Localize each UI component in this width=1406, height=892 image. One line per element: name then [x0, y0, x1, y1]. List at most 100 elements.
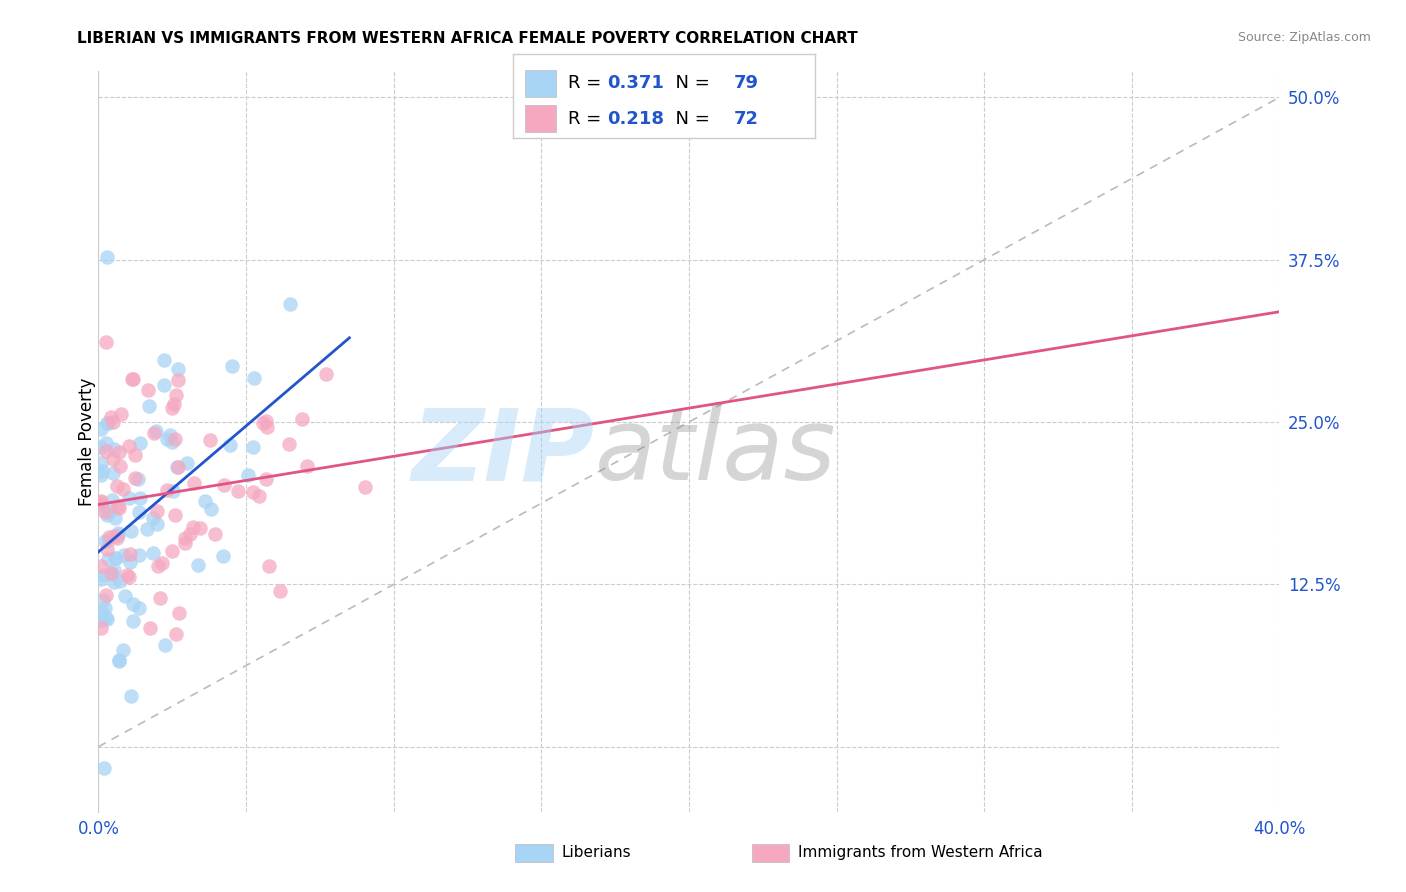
Point — [135, 523, 157, 537]
Point — [236, 467, 259, 482]
Point — [269, 583, 291, 598]
Point — [118, 439, 141, 453]
Point — [163, 396, 186, 410]
Point — [194, 494, 217, 508]
Point — [162, 401, 184, 415]
Point — [204, 527, 226, 541]
Point — [129, 436, 152, 450]
Point — [146, 504, 169, 518]
Point — [165, 627, 187, 641]
Point — [254, 472, 277, 486]
Text: 72: 72 — [734, 110, 759, 128]
Point — [159, 427, 181, 442]
Point — [124, 471, 146, 485]
Point — [96, 250, 118, 264]
Point — [90, 558, 112, 573]
Point — [103, 529, 125, 543]
Text: R =: R = — [568, 74, 606, 92]
Point — [295, 459, 318, 474]
Point — [354, 480, 377, 494]
Point — [108, 500, 131, 515]
Point — [153, 638, 176, 652]
Point — [100, 410, 122, 425]
Point — [166, 361, 188, 376]
Text: 79: 79 — [734, 74, 759, 92]
Point — [103, 442, 125, 457]
Point — [256, 419, 278, 434]
Point — [163, 432, 186, 446]
Point — [242, 440, 264, 454]
Text: Immigrants from Western Africa: Immigrants from Western Africa — [799, 846, 1043, 860]
Point — [100, 566, 122, 581]
Point — [112, 548, 135, 562]
Point — [226, 483, 249, 498]
Text: atlas: atlas — [595, 404, 837, 501]
Text: LIBERIAN VS IMMIGRANTS FROM WESTERN AFRICA FEMALE POVERTY CORRELATION CHART: LIBERIAN VS IMMIGRANTS FROM WESTERN AFRI… — [77, 31, 858, 46]
Point — [152, 353, 174, 368]
Point — [108, 654, 131, 668]
Point — [105, 479, 128, 493]
Point — [179, 527, 201, 541]
Point — [97, 551, 120, 566]
Point — [145, 516, 167, 531]
Text: Liberians: Liberians — [562, 846, 631, 860]
Point — [155, 433, 177, 447]
Text: ZIP: ZIP — [412, 404, 595, 501]
Point — [94, 601, 117, 615]
Point — [249, 489, 271, 503]
Point — [212, 478, 235, 492]
Point — [257, 558, 280, 573]
Bar — [526, 70, 555, 96]
Point — [107, 653, 129, 667]
Point — [127, 472, 149, 486]
Point — [167, 606, 190, 620]
Point — [162, 484, 184, 499]
Point — [120, 555, 142, 569]
Point — [96, 508, 118, 523]
Point — [163, 508, 186, 522]
Point — [101, 566, 124, 581]
Point — [112, 643, 135, 657]
Point — [96, 416, 118, 430]
Point — [100, 493, 122, 508]
Point — [98, 505, 121, 519]
Point — [93, 761, 115, 775]
Point — [94, 335, 117, 350]
Point — [107, 526, 129, 541]
Point — [90, 456, 112, 470]
Point — [94, 534, 117, 549]
Point — [96, 588, 118, 602]
Point — [122, 597, 145, 611]
Point — [101, 466, 124, 480]
Point — [150, 556, 173, 570]
Point — [315, 367, 337, 381]
Point — [148, 558, 170, 573]
Point — [91, 568, 114, 582]
Point — [90, 493, 112, 508]
Point — [120, 690, 142, 704]
Point — [121, 371, 143, 385]
Point — [118, 491, 141, 505]
Point — [187, 558, 209, 573]
Point — [138, 399, 160, 413]
Text: 0.371: 0.371 — [607, 74, 664, 92]
Point — [242, 370, 264, 384]
Point — [121, 371, 143, 385]
Point — [198, 434, 221, 448]
Point — [114, 589, 136, 603]
Y-axis label: Female Poverty: Female Poverty — [79, 377, 96, 506]
Point — [90, 422, 112, 436]
Point — [90, 441, 112, 455]
Point — [110, 407, 132, 421]
Point — [107, 499, 129, 513]
Point — [166, 459, 188, 474]
Point — [90, 467, 112, 482]
Point — [183, 475, 205, 490]
Point — [221, 359, 243, 374]
Point — [124, 448, 146, 462]
Point — [120, 524, 142, 538]
Point — [156, 483, 179, 498]
Text: N =: N = — [664, 74, 716, 92]
Point — [252, 416, 274, 430]
Point — [98, 530, 121, 544]
